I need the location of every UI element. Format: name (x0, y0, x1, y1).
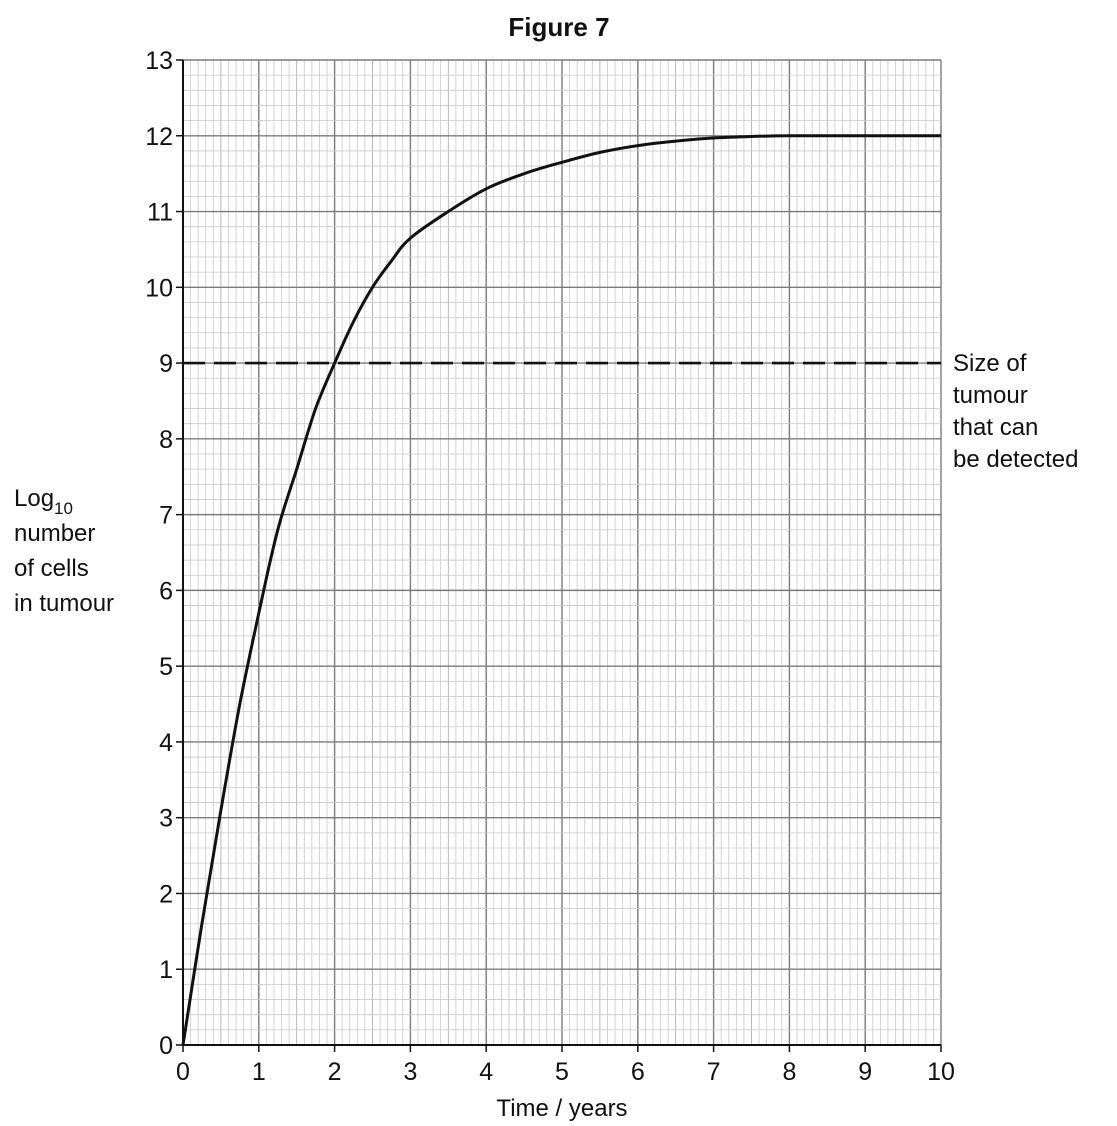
x-tick-label: 10 (927, 1058, 955, 1086)
x-tick-label: 8 (782, 1058, 796, 1086)
detection-threshold-label-line: Size of (953, 350, 1027, 377)
x-tick-label: 2 (328, 1058, 342, 1086)
x-axis-tick-labels: 0 1 2 3 4 5 6 7 8 9 10 (176, 1045, 955, 1086)
detection-threshold-label: Size of tumour that can be detected (953, 350, 1078, 473)
y-tick-label: 9 (159, 350, 173, 378)
y-axis-label-subscript: 10 (54, 499, 73, 518)
x-tick-label: 3 (403, 1058, 417, 1086)
y-tick-label: 2 (159, 880, 173, 908)
y-tick-label: 1 (159, 956, 173, 984)
y-tick-label: 3 (159, 805, 173, 833)
y-axis-label-line-2: number (14, 520, 95, 547)
y-tick-label: 0 (159, 1032, 173, 1060)
detection-threshold-label-line: tumour (953, 382, 1028, 409)
x-tick-label: 6 (631, 1058, 645, 1086)
detection-threshold-label-line: that can (953, 414, 1038, 441)
y-tick-label: 6 (159, 577, 173, 605)
x-tick-label: 1 (252, 1058, 266, 1086)
figure-title: Figure 7 (508, 12, 609, 42)
y-tick-label: 11 (147, 199, 173, 227)
x-tick-label: 4 (479, 1058, 493, 1086)
y-tick-label: 5 (159, 653, 173, 681)
x-axis-label: Time / years (496, 1095, 627, 1122)
y-tick-label: 7 (159, 502, 173, 530)
tumour-growth-curve (181, 134, 941, 1046)
y-tick-label: 8 (159, 426, 173, 454)
x-tick-label: 9 (858, 1058, 872, 1086)
x-tick-label: 5 (555, 1058, 569, 1086)
x-tick-label: 0 (176, 1058, 190, 1086)
y-tick-label: 13 (145, 47, 173, 75)
y-axis-label: Log10 number of cells in tumour (14, 485, 114, 617)
y-tick-label: 10 (145, 274, 173, 302)
x-tick-label: 7 (707, 1058, 721, 1086)
y-axis-label-line-3: of cells (14, 555, 89, 582)
y-axis-label-line-4: in tumour (14, 590, 114, 617)
detection-threshold-label-line: be detected (953, 446, 1078, 473)
plot-grid (182, 59, 942, 1046)
y-tick-label: 4 (159, 729, 173, 757)
y-tick-label: 12 (145, 123, 173, 151)
y-axis-label-line-1: Log10 (14, 485, 73, 518)
y-axis-label-log: Log (14, 485, 54, 512)
